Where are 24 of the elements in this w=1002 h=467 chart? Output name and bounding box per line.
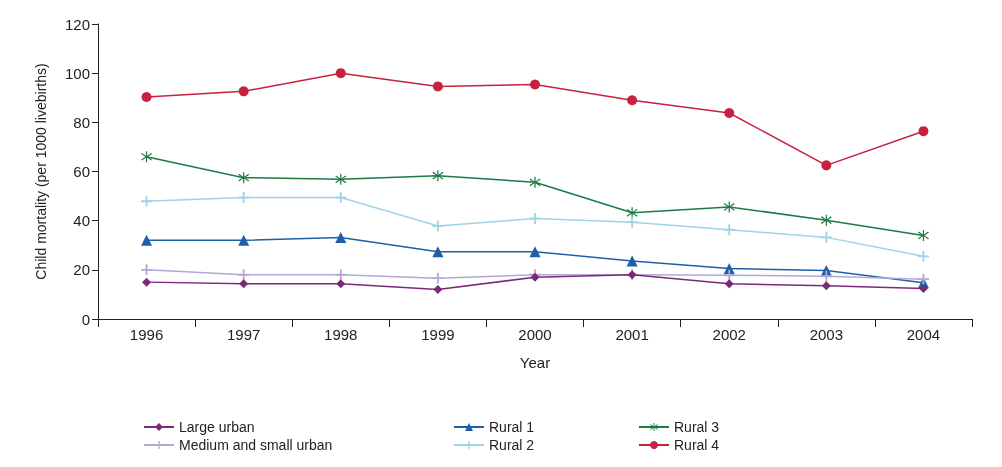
legend-label: Rural 2 — [489, 437, 535, 453]
x-tick-label: 2002 — [712, 326, 746, 343]
x-tick-label: 2000 — [518, 326, 552, 343]
x-tick-label: 2001 — [615, 326, 649, 343]
x-tick-label: 1997 — [226, 326, 261, 343]
y-tick-label: 100 — [64, 64, 90, 82]
y-tick-label: 80 — [73, 113, 90, 131]
x-tick-label: 1996 — [129, 326, 164, 343]
legend-label: Rural 3 — [674, 419, 720, 435]
x-tick-label: 1999 — [421, 326, 455, 343]
x-tick-label: 2004 — [906, 326, 941, 343]
legend-label: Large urban — [179, 419, 255, 435]
y-tick-label: 120 — [64, 15, 90, 33]
legend-label: Rural 1 — [489, 419, 535, 435]
x-axis-title: Year — [519, 354, 551, 371]
y-tick-label: 0 — [81, 310, 90, 328]
x-tick-label: 1998 — [324, 326, 358, 343]
y-tick-label: 20 — [73, 261, 90, 279]
y-tick-label: 60 — [73, 163, 90, 180]
legend-label: Medium and small urban — [179, 437, 333, 453]
y-axis-title: Child mortality (per 1000 livebirths) — [33, 63, 49, 280]
x-tick-label: 2003 — [809, 326, 844, 343]
y-tick-label: 40 — [73, 212, 90, 230]
legend-label: Rural 4 — [674, 437, 720, 453]
